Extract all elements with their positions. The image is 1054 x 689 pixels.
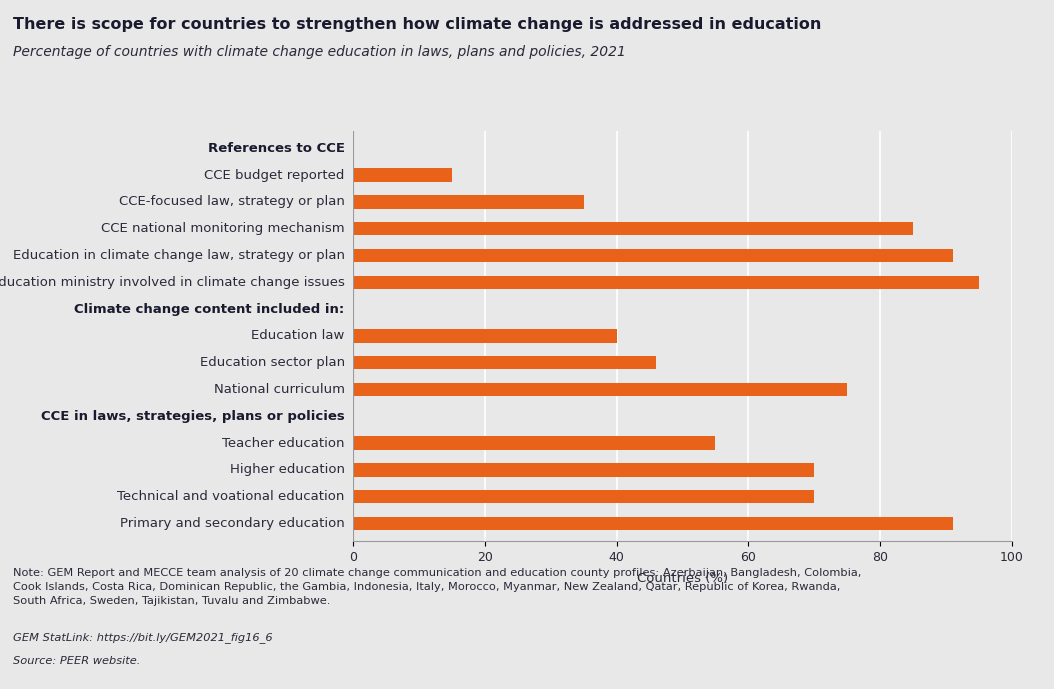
Text: Primary and secondary education: Primary and secondary education (120, 517, 345, 530)
Bar (353, 195, 584, 209)
Text: CCE in laws, strategies, plans or policies: CCE in laws, strategies, plans or polici… (41, 410, 345, 423)
Text: Education in climate change law, strategy or plan: Education in climate change law, strateg… (13, 249, 345, 262)
Text: Higher education: Higher education (230, 464, 345, 476)
Text: Education ministry involved in climate change issues: Education ministry involved in climate c… (0, 276, 345, 289)
X-axis label: Countries (%): Countries (%) (637, 572, 728, 585)
Text: Education sector plan: Education sector plan (199, 356, 345, 369)
Bar (353, 356, 656, 369)
Text: Climate change content included in:: Climate change content included in: (75, 302, 345, 316)
Bar (353, 490, 814, 504)
Text: Percentage of countries with climate change education in laws, plans and policie: Percentage of countries with climate cha… (13, 45, 625, 59)
Text: Education law: Education law (251, 329, 345, 342)
Bar (353, 383, 847, 396)
Text: CCE national monitoring mechanism: CCE national monitoring mechanism (101, 223, 345, 235)
Text: There is scope for countries to strengthen how climate change is addressed in ed: There is scope for countries to strength… (13, 17, 821, 32)
Text: Note: GEM Report and MECCE team analysis of 20 climate change communication and : Note: GEM Report and MECCE team analysis… (13, 568, 861, 606)
Bar (353, 329, 617, 342)
Text: Technical and voational education: Technical and voational education (117, 490, 345, 503)
Bar (353, 463, 814, 477)
Text: References to CCE: References to CCE (208, 142, 345, 155)
Text: National curriculum: National curriculum (214, 383, 345, 396)
Bar (353, 222, 913, 236)
Text: GEM StatLink: https://bit.ly/GEM2021_fig16_6: GEM StatLink: https://bit.ly/GEM2021_fig… (13, 633, 272, 644)
Bar (353, 436, 716, 450)
Bar (353, 249, 953, 263)
Bar (353, 517, 953, 530)
Text: CCE-focused law, strategy or plan: CCE-focused law, strategy or plan (119, 196, 345, 208)
Text: Source: PEER website.: Source: PEER website. (13, 656, 140, 666)
Bar (353, 168, 452, 182)
Text: CCE budget reported: CCE budget reported (204, 169, 345, 182)
Text: Teacher education: Teacher education (222, 437, 345, 449)
Bar (353, 276, 979, 289)
